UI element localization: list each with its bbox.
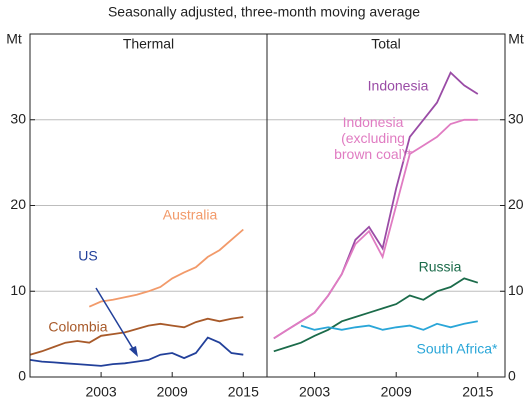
series-line: [29, 316, 244, 356]
y-tick-label: 20: [10, 196, 26, 212]
series-label: Australia: [163, 207, 218, 223]
y-tick-label: 20: [508, 196, 524, 212]
y-unit: Mt: [508, 31, 524, 47]
y-tick-label: 10: [508, 282, 524, 298]
y-tick-label: 0: [18, 368, 26, 384]
x-tick-label: 2003: [299, 384, 330, 400]
x-tick-label: 2015: [462, 384, 493, 400]
series-line: [88, 228, 244, 308]
y-tick-label: 30: [508, 110, 524, 126]
series-label: South Africa*: [417, 341, 498, 357]
subtitle: Seasonally adjusted, three-month moving …: [108, 4, 420, 20]
series-label: Indonesia (excluding brown coal)*: [334, 114, 412, 162]
y-tick-label: 30: [10, 110, 26, 126]
series-label: Colombia: [48, 319, 107, 335]
y-tick-label: 0: [508, 368, 516, 384]
x-tick-label: 2015: [228, 384, 259, 400]
us-arrow-head: [129, 346, 138, 357]
panel-frame: [266, 33, 506, 378]
series-label: Indonesia: [368, 78, 429, 94]
panel-title: Total: [371, 36, 401, 52]
x-tick-label: 2009: [381, 384, 412, 400]
series-label: US: [78, 248, 97, 264]
y-tick-label: 10: [10, 282, 26, 298]
series-line: [29, 336, 244, 367]
x-tick-label: 2009: [157, 384, 188, 400]
x-tick-label: 2003: [86, 384, 117, 400]
series-line: [273, 118, 478, 340]
series-line: [300, 320, 478, 331]
us-arrow: [95, 287, 136, 353]
series-line: [273, 277, 479, 353]
panel-title: Thermal: [123, 36, 174, 52]
y-unit: Mt: [6, 31, 22, 47]
series-label: Russia: [419, 259, 462, 275]
